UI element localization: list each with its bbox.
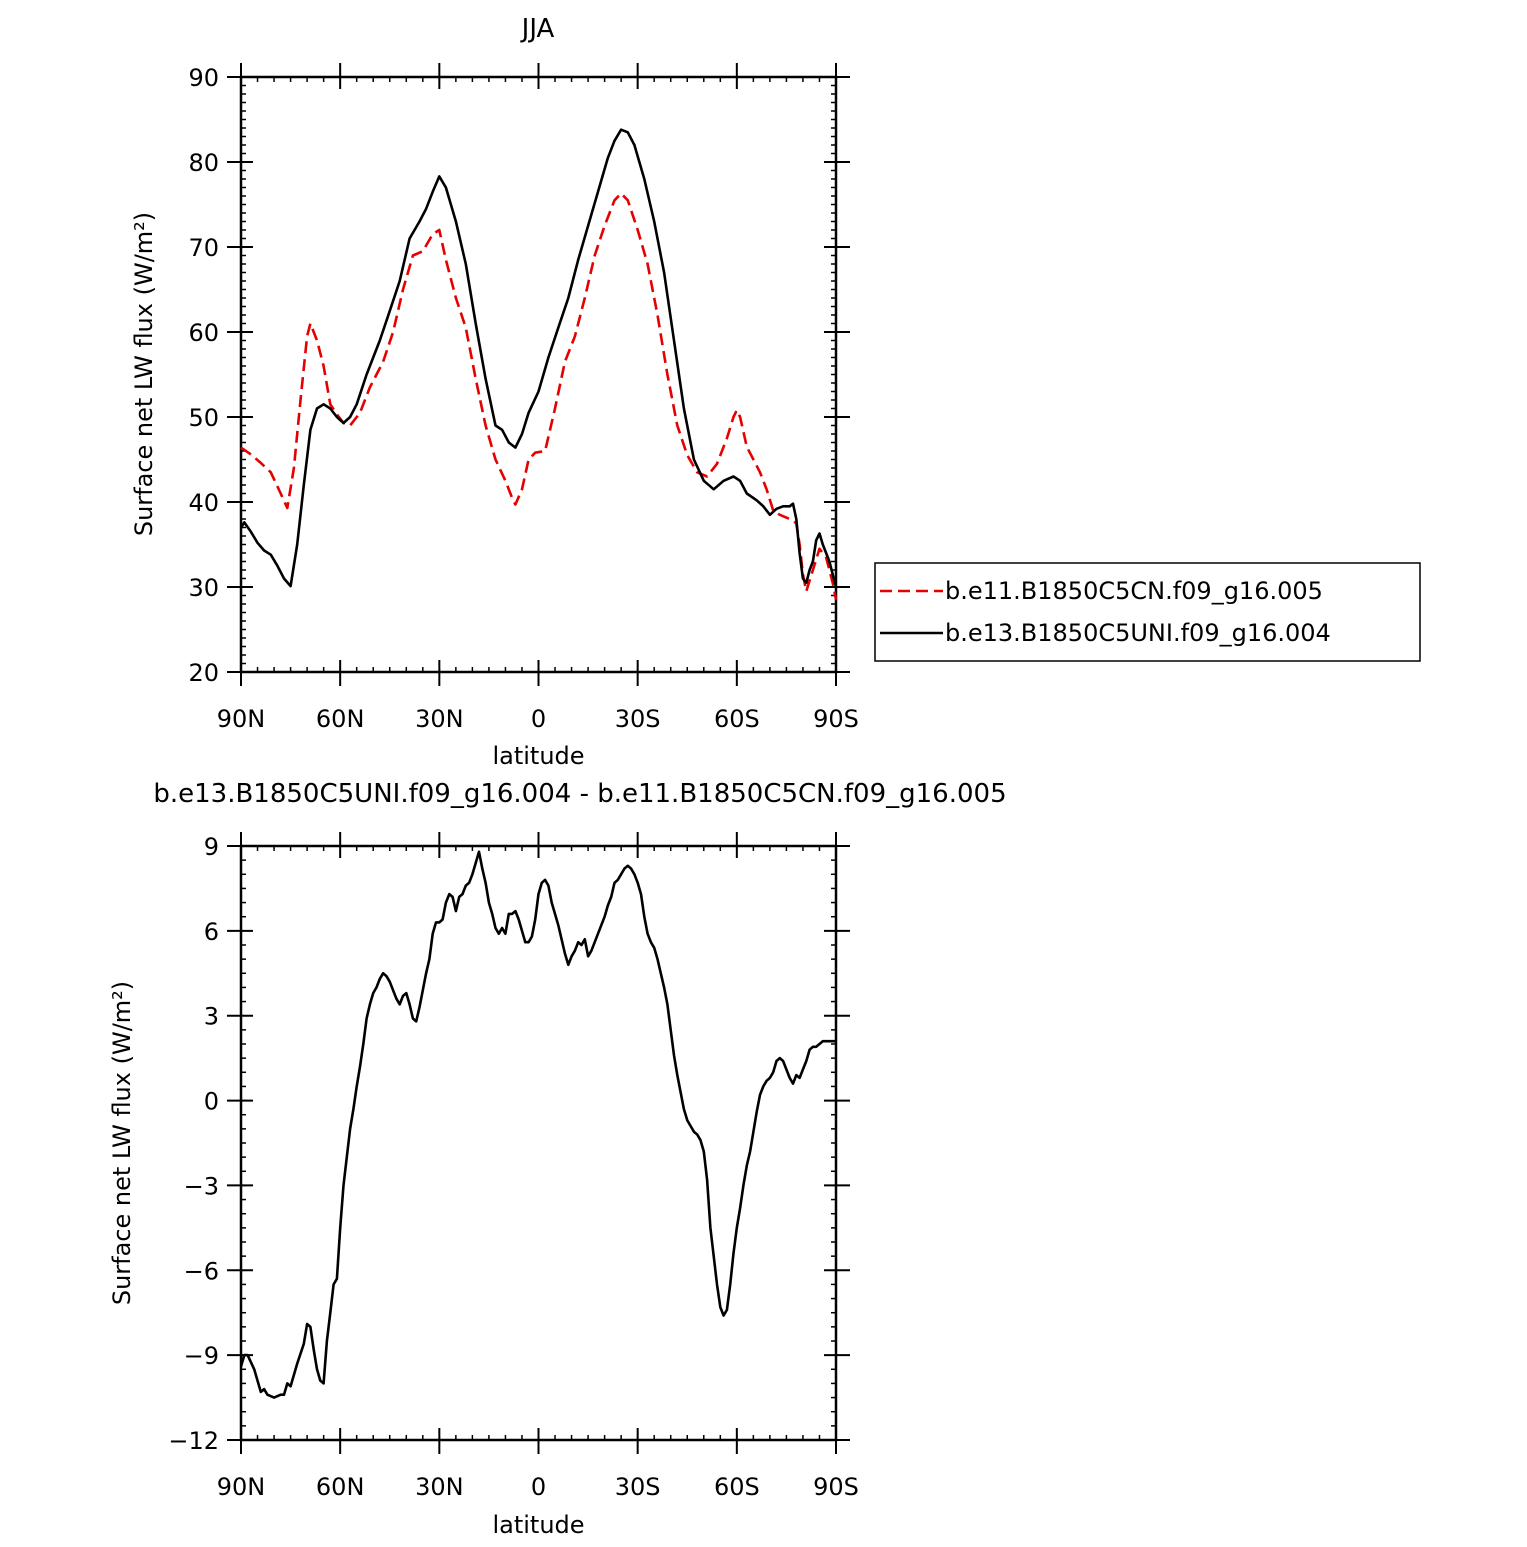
bottom-panel-difference-chart: b.e13.B1850C5UNI.f09_g16.004 - b.e11.B18… bbox=[108, 779, 1007, 1539]
series-line-1 bbox=[240, 192, 838, 601]
x-tick-label: 0 bbox=[531, 1473, 546, 1501]
x-axis-label: latitude bbox=[492, 1511, 584, 1539]
x-tick-label: 30N bbox=[415, 1473, 464, 1501]
plot-frame bbox=[239, 844, 838, 1442]
y-axis-label: Surface net LW flux (W/m²) bbox=[108, 981, 136, 1305]
x-tick-label: 90S bbox=[813, 1473, 859, 1501]
x-tick-label: 60S bbox=[714, 1473, 760, 1501]
x-tick-label: 30S bbox=[615, 1473, 661, 1501]
series-line-2 bbox=[239, 128, 838, 588]
y-tick-label: 60 bbox=[188, 319, 219, 347]
y-tick-label: 9 bbox=[204, 833, 219, 861]
x-tick-label: 90N bbox=[217, 705, 266, 733]
x-tick-label: 30N bbox=[415, 705, 464, 733]
x-tick-label: 60N bbox=[316, 1473, 365, 1501]
legend-label-e13: b.e13.B1850C5UNI.f09_g16.004 bbox=[945, 619, 1331, 647]
series-line-1 bbox=[239, 850, 836, 1399]
legend-box bbox=[874, 562, 1421, 662]
chart-title: b.e13.B1850C5UNI.f09_g16.004 - b.e11.B18… bbox=[153, 779, 1006, 809]
y-tick-label: 6 bbox=[204, 918, 219, 946]
x-tick-label: 0 bbox=[531, 705, 546, 733]
x-tick-label: 60S bbox=[714, 705, 760, 733]
y-tick-label: 90 bbox=[188, 64, 219, 92]
y-tick-label: −9 bbox=[184, 1342, 219, 1370]
plot-frame bbox=[239, 75, 838, 674]
y-tick-label: 20 bbox=[188, 659, 219, 687]
x-tick-label: 60N bbox=[316, 705, 365, 733]
y-tick-label: 3 bbox=[204, 1003, 219, 1031]
y-tick-label: 30 bbox=[188, 574, 219, 602]
legend: b.e11.B1850C5CN.f09_g16.005 b.e13.B1850C… bbox=[874, 562, 1421, 662]
x-tick-label: 90N bbox=[217, 1473, 266, 1501]
chart-title: JJA bbox=[520, 14, 555, 44]
y-axis-label: Surface net LW flux (W/m²) bbox=[130, 212, 158, 536]
y-tick-label: 70 bbox=[188, 234, 219, 262]
legend-label-e11: b.e11.B1850C5CN.f09_g16.005 bbox=[945, 577, 1323, 605]
y-tick-label: 40 bbox=[188, 489, 219, 517]
y-tick-label: −3 bbox=[184, 1172, 219, 1200]
y-tick-label: −6 bbox=[184, 1257, 219, 1285]
y-tick-label: 50 bbox=[188, 404, 219, 432]
x-tick-label: 90S bbox=[813, 705, 859, 733]
y-tick-label: −12 bbox=[168, 1427, 219, 1455]
top-panel-flux-chart: JJA 90 80 70 60 50 40 30 20 90N 60N 30N 0 30S 60S 90S la… bbox=[130, 14, 859, 770]
y-tick-label: 80 bbox=[188, 149, 219, 177]
y-tick-label: 0 bbox=[204, 1088, 219, 1116]
x-tick-label: 30S bbox=[615, 705, 661, 733]
x-axis-label: latitude bbox=[492, 742, 584, 770]
